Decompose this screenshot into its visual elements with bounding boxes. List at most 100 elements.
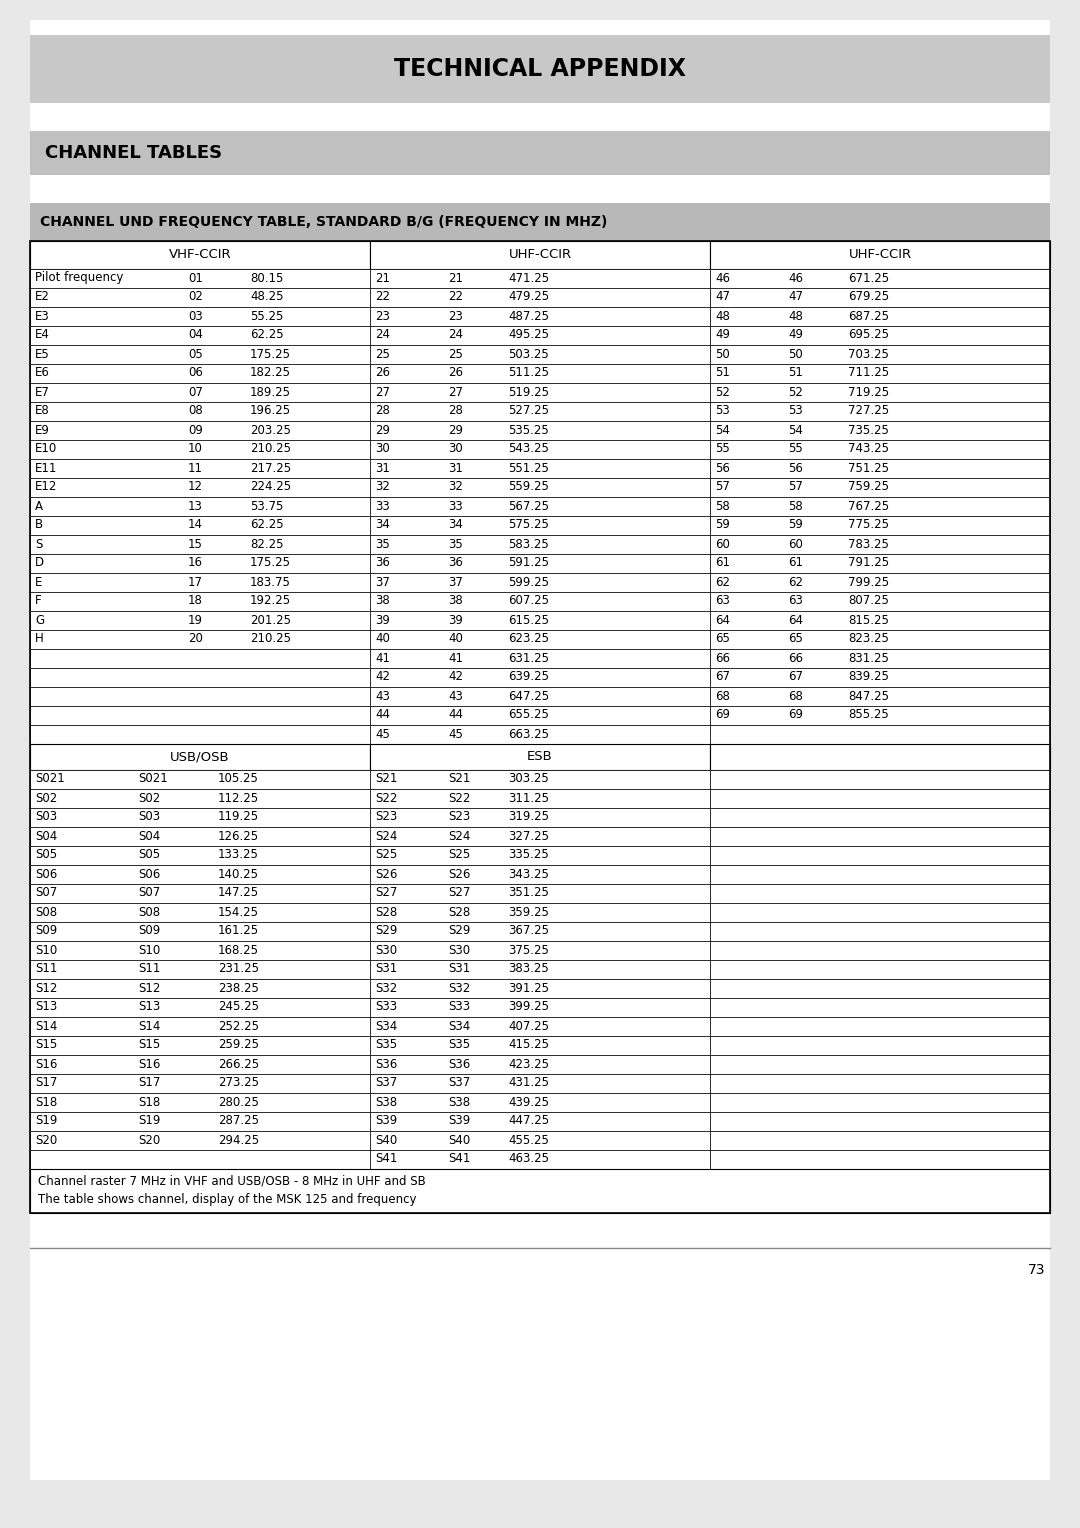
Text: S021: S021 <box>138 773 167 785</box>
Text: 09: 09 <box>188 423 203 437</box>
Text: S24: S24 <box>375 830 397 842</box>
Text: 45: 45 <box>375 727 390 741</box>
Bar <box>30 847 370 865</box>
Text: S07: S07 <box>138 886 160 900</box>
Bar <box>710 307 1050 325</box>
Bar <box>30 478 370 497</box>
Text: E4: E4 <box>35 329 50 341</box>
Bar <box>30 827 370 847</box>
Text: 54: 54 <box>788 423 802 437</box>
Text: 41: 41 <box>375 651 390 665</box>
Text: S19: S19 <box>138 1114 160 1128</box>
Text: 13: 13 <box>188 500 203 512</box>
Text: S15: S15 <box>138 1039 160 1051</box>
Text: S05: S05 <box>138 848 160 862</box>
Bar <box>30 1074 370 1093</box>
Text: 08: 08 <box>188 405 203 417</box>
Bar <box>370 865 710 885</box>
Text: 26: 26 <box>448 367 463 379</box>
Text: E12: E12 <box>35 480 57 494</box>
Bar <box>370 516 710 535</box>
Bar <box>30 555 370 573</box>
Text: VHF-CCIR: VHF-CCIR <box>168 249 231 261</box>
Bar <box>370 827 710 847</box>
Text: 47: 47 <box>715 290 730 304</box>
Bar <box>30 979 370 998</box>
Bar <box>370 1093 710 1112</box>
Text: 679.25: 679.25 <box>848 290 889 304</box>
Text: 62: 62 <box>788 576 804 588</box>
Bar <box>710 724 1050 744</box>
Text: 62.25: 62.25 <box>249 518 284 532</box>
Bar <box>30 458 370 478</box>
Bar <box>30 668 370 688</box>
Text: E7: E7 <box>35 385 50 399</box>
Text: S14: S14 <box>35 1019 57 1033</box>
Text: 767.25: 767.25 <box>848 500 889 512</box>
Text: 40: 40 <box>375 633 390 645</box>
Bar <box>30 724 370 744</box>
Text: 238.25: 238.25 <box>218 981 259 995</box>
Text: 823.25: 823.25 <box>848 633 889 645</box>
Text: S22: S22 <box>448 792 471 805</box>
Text: 551.25: 551.25 <box>508 461 549 475</box>
Text: H: H <box>35 633 44 645</box>
Bar <box>710 688 1050 706</box>
Text: S37: S37 <box>375 1077 397 1089</box>
Text: 23: 23 <box>448 310 463 322</box>
Text: 168.25: 168.25 <box>218 943 259 957</box>
Bar <box>370 287 710 307</box>
Bar <box>30 203 1050 241</box>
Text: 15: 15 <box>188 538 203 550</box>
Text: 591.25: 591.25 <box>508 556 549 570</box>
Text: 175.25: 175.25 <box>249 347 291 361</box>
Text: 60: 60 <box>788 538 802 550</box>
Text: S33: S33 <box>375 1001 397 1013</box>
Text: 68: 68 <box>788 689 802 703</box>
Text: 69: 69 <box>788 709 804 721</box>
Text: 133.25: 133.25 <box>218 848 259 862</box>
Text: D: D <box>35 556 44 570</box>
Text: 280.25: 280.25 <box>218 1096 259 1108</box>
Text: S: S <box>35 538 42 550</box>
Text: 32: 32 <box>448 480 463 494</box>
Text: 383.25: 383.25 <box>508 963 549 975</box>
Bar <box>370 630 710 649</box>
Bar <box>30 591 370 611</box>
Text: 61: 61 <box>788 556 804 570</box>
Text: 791.25: 791.25 <box>848 556 889 570</box>
Bar <box>30 865 370 885</box>
Text: S35: S35 <box>375 1039 397 1051</box>
Text: 126.25: 126.25 <box>218 830 259 842</box>
Text: S11: S11 <box>138 963 160 975</box>
Bar <box>710 1074 1050 1093</box>
Bar <box>710 325 1050 345</box>
Bar <box>30 1169 1050 1213</box>
Text: 66: 66 <box>715 651 730 665</box>
Text: 37: 37 <box>375 576 390 588</box>
Bar <box>30 422 370 440</box>
Text: 42: 42 <box>448 671 463 683</box>
Text: 43: 43 <box>375 689 390 703</box>
Text: 24: 24 <box>375 329 390 341</box>
Text: 23: 23 <box>375 310 390 322</box>
Text: 22: 22 <box>375 290 390 304</box>
Text: 287.25: 287.25 <box>218 1114 259 1128</box>
Bar <box>710 1112 1050 1131</box>
Bar <box>370 458 710 478</box>
Text: 259.25: 259.25 <box>218 1039 259 1051</box>
Text: ESB: ESB <box>527 750 553 764</box>
Text: S27: S27 <box>375 886 397 900</box>
Text: 463.25: 463.25 <box>508 1152 549 1166</box>
Bar <box>30 241 370 269</box>
Bar <box>710 1054 1050 1074</box>
Text: 64: 64 <box>715 614 730 626</box>
Text: 22: 22 <box>448 290 463 304</box>
Text: 119.25: 119.25 <box>218 810 259 824</box>
Text: 27: 27 <box>375 385 390 399</box>
Text: 495.25: 495.25 <box>508 329 549 341</box>
Bar <box>370 478 710 497</box>
Text: S02: S02 <box>35 792 57 805</box>
Text: 21: 21 <box>448 272 463 284</box>
Text: S06: S06 <box>138 868 160 880</box>
